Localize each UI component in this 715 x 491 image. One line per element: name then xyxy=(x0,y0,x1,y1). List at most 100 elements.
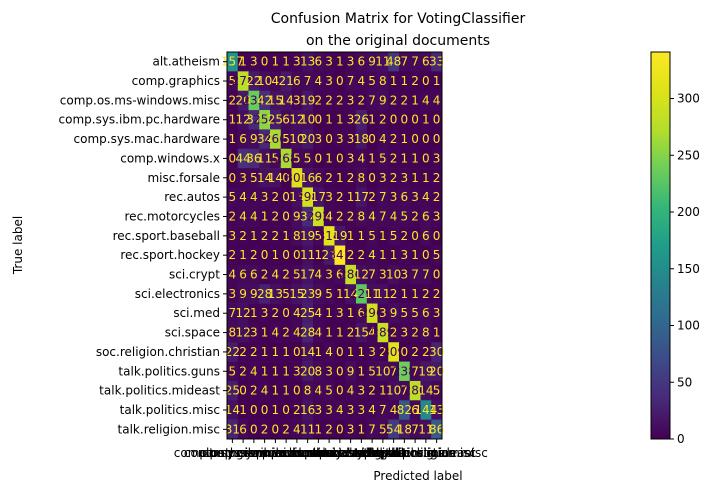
heatmap-cell-value: 3 xyxy=(239,171,247,185)
heatmap-cell-value: 4 xyxy=(358,151,366,165)
heatmap-cell xyxy=(356,284,368,304)
heatmap-cell xyxy=(377,206,389,227)
heatmap-cell xyxy=(227,148,239,169)
heatmap-cell-value: 5 xyxy=(368,229,376,243)
heatmap-cell-value: 5 xyxy=(433,384,441,398)
heatmap-cell xyxy=(227,129,239,150)
heatmap-cell-value: 1 xyxy=(325,306,333,320)
heatmap-cell xyxy=(345,71,357,91)
heatmap-cell-value: 1 xyxy=(433,74,441,88)
heatmap-cell xyxy=(237,322,249,343)
heatmap-cell xyxy=(227,206,239,227)
heatmap-cell xyxy=(356,52,368,72)
heatmap-cell xyxy=(409,52,421,72)
heatmap-cell xyxy=(313,245,325,266)
heatmap-cell xyxy=(227,342,239,362)
x-tick-label: sci.med xyxy=(349,446,396,460)
heatmap-cell-value: 19 xyxy=(300,93,315,107)
heatmap-cell-value: 0 xyxy=(336,384,344,398)
heatmap-cell-value: 8 xyxy=(379,74,387,88)
heatmap-cell xyxy=(227,380,239,401)
heatmap-cell-value: 8 xyxy=(315,364,323,378)
heatmap-cell-value: 1 xyxy=(379,229,387,243)
heatmap-cell-value: 13 xyxy=(268,287,283,301)
heatmap-cell xyxy=(248,342,260,362)
heatmap-cell-value: 0 xyxy=(411,113,419,127)
heatmap-cell xyxy=(431,129,443,150)
heatmap-cell xyxy=(280,206,292,227)
heatmap-cell-value: 2 xyxy=(347,209,355,223)
heatmap-cell xyxy=(270,129,282,150)
heatmap-cell-value: 26 xyxy=(354,113,369,127)
heatmap-cell-value: 309 xyxy=(382,345,405,359)
heatmap-cell xyxy=(377,187,389,208)
heatmap-cell-value: 1 xyxy=(282,364,290,378)
heatmap-cell xyxy=(420,322,432,343)
heatmap-cell-value: 20 xyxy=(300,364,315,378)
heatmap-cell-value: 12 xyxy=(289,113,304,127)
colorbar-tick-label: 250 xyxy=(677,148,700,162)
heatmap-cell xyxy=(399,303,411,324)
heatmap-cell xyxy=(356,206,368,227)
heatmap-cell-value: 7 xyxy=(411,268,419,282)
x-tick-label: rec.motorcycles xyxy=(271,446,366,460)
x-tick-label: rec.autos xyxy=(280,446,336,460)
heatmap-cell xyxy=(409,129,421,150)
y-tick-label: comp.sys.mac.hardware xyxy=(74,132,220,146)
heatmap-cell-value: 6 xyxy=(422,55,430,69)
heatmap-cell-value: 10 xyxy=(386,384,401,398)
heatmap-cell xyxy=(334,419,346,440)
heatmap-cell xyxy=(237,168,249,188)
heatmap-cell-value: 1 xyxy=(315,248,323,262)
heatmap-cell-value: 7 xyxy=(379,190,387,204)
heatmap-cell xyxy=(345,90,357,111)
heatmap-cell-value: 2 xyxy=(411,326,419,340)
heatmap-cell xyxy=(345,226,357,246)
heatmap-cell-value: 1 xyxy=(358,364,366,378)
heatmap-cell-value: 10 xyxy=(386,268,401,282)
heatmap-cell xyxy=(388,168,400,188)
heatmap-cell xyxy=(366,206,378,227)
heatmap-cell xyxy=(431,400,443,420)
heatmap-cell xyxy=(259,129,271,150)
heatmap-cell-value: 17 xyxy=(354,190,369,204)
heatmap-cell xyxy=(388,303,400,324)
y-tick-label: comp.os.ms-windows.misc xyxy=(60,93,220,107)
heatmap-cell xyxy=(366,361,378,382)
heatmap-cell xyxy=(302,90,314,111)
heatmap-cell xyxy=(409,361,421,382)
heatmap-cell-value: 4 xyxy=(347,384,355,398)
heatmap-cell xyxy=(356,187,368,208)
chart-title-line1: Confusion Matrix for VotingClassifier xyxy=(271,11,526,27)
heatmap-cell-value: 14 xyxy=(300,345,315,359)
heatmap-cell-value: 4 xyxy=(293,422,301,436)
heatmap-cell xyxy=(420,245,432,266)
x-tick-label: talk.politics.guns xyxy=(354,446,456,460)
heatmap-cell-value: 3 xyxy=(347,93,355,107)
heatmap-cell xyxy=(313,168,325,188)
heatmap-cell xyxy=(259,90,271,111)
heatmap-cell-value: 14 xyxy=(268,171,283,185)
heatmap-cell xyxy=(313,303,325,324)
heatmap-cell xyxy=(302,148,314,169)
heatmap-cell-value: 13 xyxy=(300,55,315,69)
heatmap-cell-value: 2 xyxy=(336,209,344,223)
heatmap-cell xyxy=(270,90,282,111)
heatmap-cell-value: 4 xyxy=(368,403,376,417)
heatmap-cell xyxy=(388,264,400,285)
heatmap-cell xyxy=(302,226,314,246)
y-tick-label: misc.forsale xyxy=(147,171,220,185)
heatmap-cell xyxy=(431,168,443,188)
y-tick-label: rec.motorcycles xyxy=(125,209,220,223)
heatmap-cell-value: 2 xyxy=(336,93,344,107)
heatmap-cell-value: 3 xyxy=(411,190,419,204)
heatmap-cell xyxy=(227,110,239,130)
heatmap-cell xyxy=(270,303,282,324)
heatmap-cell-value: 1 xyxy=(282,384,290,398)
heatmap-cell xyxy=(409,380,421,401)
heatmap-cell-value: 22 xyxy=(246,74,261,88)
heatmap-cell-value: 0 xyxy=(315,113,323,127)
heatmap-cell-value: 1 xyxy=(261,326,269,340)
heatmap-cell-value: 2 xyxy=(390,171,398,185)
heatmap-cell xyxy=(366,400,378,420)
